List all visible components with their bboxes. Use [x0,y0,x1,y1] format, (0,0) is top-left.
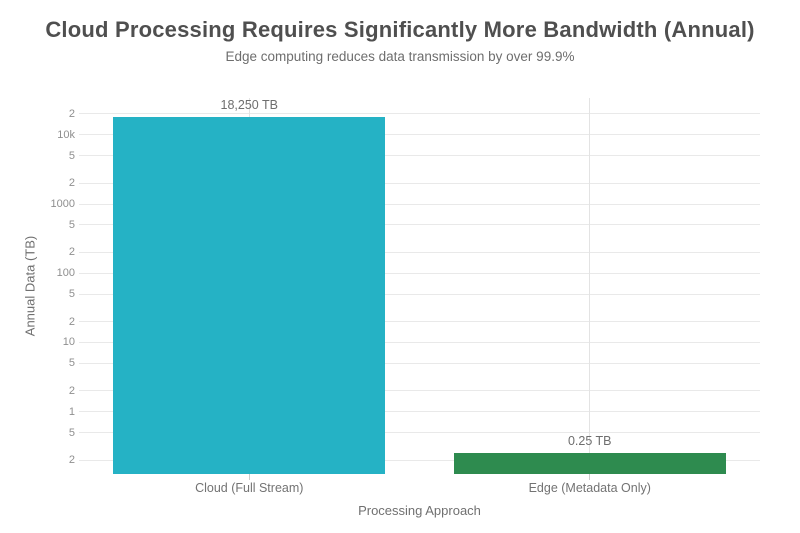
y-tick-label: 2 [68,454,75,467]
gridline-h [79,113,760,115]
bar-edge-metadata-only[interactable] [453,453,726,474]
y-tick-label: 5 [68,149,75,162]
y-tick-label: 2 [68,107,75,120]
gridline-h [79,155,760,157]
y-tick-label: 1000 [50,198,75,211]
y-tick-label: 100 [56,267,75,280]
y-tick-label: 2 [68,315,75,328]
y-tick-label: 2 [68,246,75,259]
gridline-h [79,411,760,413]
gridline-h [79,251,760,253]
gridline-v [589,98,591,474]
x-axis-title: Processing Approach [358,503,481,518]
gridline-h [79,362,760,364]
bar-value-label: 0.25 TB [567,434,612,449]
y-tick-label: 10 [62,336,75,349]
gridline-h [79,293,760,295]
gridline-h [79,390,760,392]
bar-value-label: 18,250 TB [220,97,278,112]
plot-area: 18,250 TB 0.25 TB [79,98,760,474]
y-tick-label: 10k [57,128,75,141]
y-tick-label: 5 [68,218,75,231]
gridline-h [79,203,760,205]
x-tick-mark [248,474,250,480]
y-tick-label: 2 [68,384,75,397]
chart-subtitle: Edge computing reduces data transmission… [225,49,575,64]
gridline-h [79,341,760,343]
y-tick-label: 5 [68,426,75,439]
gridline-h [79,134,760,136]
y-tick-label: 2 [68,177,75,190]
chart-title: Cloud Processing Requires Significantly … [45,17,755,42]
gridline-h [79,459,760,461]
gridline-h [79,272,760,274]
gridline-h [79,321,760,323]
gridline-h [79,224,760,226]
x-category-label: Edge (Metadata Only) [528,481,651,495]
x-tick-mark [589,474,591,480]
x-category-label: Cloud (Full Stream) [195,481,304,495]
bar-cloud-full-stream[interactable] [113,116,386,474]
gridline-h [79,432,760,434]
y-tick-label: 5 [68,357,75,370]
y-tick-label: 5 [68,288,75,301]
y-tick-label: 1 [68,405,75,418]
gridline-h [79,182,760,184]
